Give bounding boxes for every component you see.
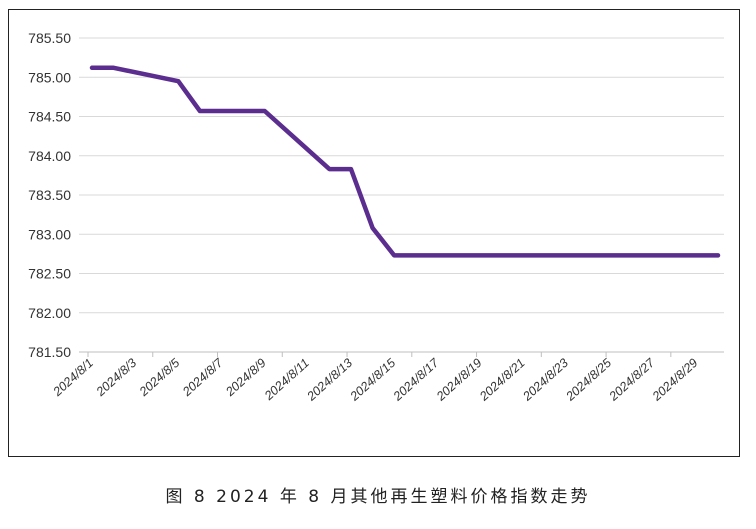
x-tick-label: 2024/8/5	[136, 356, 182, 400]
series-line	[89, 65, 721, 258]
y-tick-label: 784.50	[28, 109, 71, 125]
line-chart: 785.50 785.00 784.50 784.00 783.50 783.00 782.…	[28, 30, 724, 404]
x-tick-label: 2024/8/13	[304, 356, 355, 404]
x-tick-label: 2024/8/29	[649, 356, 700, 404]
figure-caption: 图 8 2024 年 8 月其他再生塑料价格指数走势	[165, 487, 591, 507]
x-tick-label: 2024/8/21	[476, 356, 527, 404]
y-tick-label: 783.00	[28, 226, 71, 242]
x-tick-label: 2024/8/19	[433, 356, 484, 404]
y-tick-label: 783.50	[28, 187, 71, 203]
series-layer	[89, 65, 721, 258]
x-tick-label: 2024/8/15	[347, 356, 398, 404]
x-tick-label: 2024/8/11	[261, 356, 312, 404]
x-tick-label: 2024/8/7	[179, 355, 226, 399]
x-tick-label: 2024/8/3	[93, 356, 139, 400]
y-tick-label: 784.00	[28, 148, 71, 164]
y-axis-ticks: 785.50 785.00 784.50 784.00 783.50 783.00 782.…	[28, 30, 71, 360]
y-tick-label: 782.50	[28, 266, 71, 282]
y-tick-label: 782.00	[28, 305, 71, 321]
y-tick-label: 785.50	[28, 30, 71, 46]
x-tick-label: 2024/8/23	[519, 356, 570, 404]
x-axis: 2024/8/12024/8/32024/8/52024/8/72024/8/9…	[50, 351, 724, 404]
x-tick-label: 2024/8/25	[563, 356, 614, 404]
x-tick-label: 2024/8/27	[606, 355, 658, 404]
x-tick-label: 2024/8/1	[50, 356, 96, 400]
gridlines	[79, 37, 724, 314]
y-tick-label: 785.00	[28, 69, 71, 85]
chart-frame: 785.50 785.00 784.50 784.00 783.50 783.00 782.…	[8, 9, 740, 457]
x-tick-label: 2024/8/17	[390, 355, 442, 404]
y-tick-label: 781.50	[28, 344, 71, 360]
